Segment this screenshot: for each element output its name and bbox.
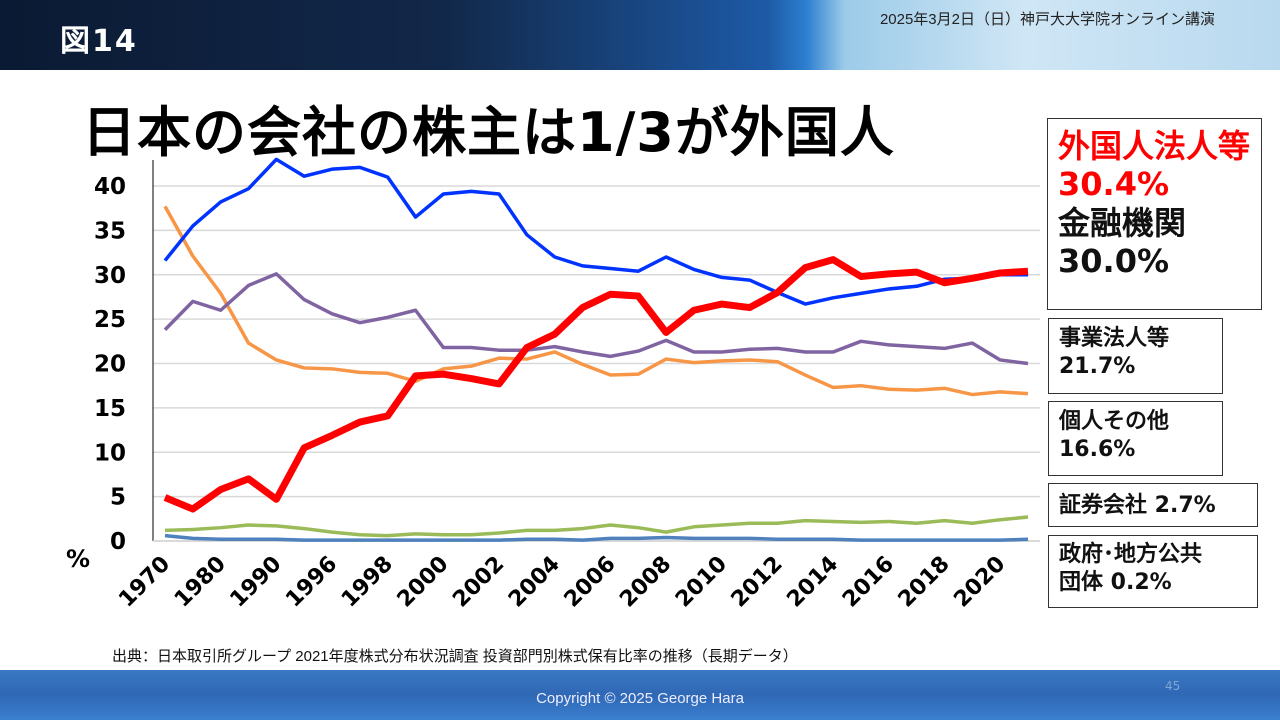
series-line-個人その他 (163, 205, 1029, 397)
event-caption: 2025年3月2日（日）神戸大大学院オンライン講演 (879, 11, 1215, 28)
copyright: Copyright © 2025 George Hara (536, 690, 744, 707)
callout-securities: 証券会社 2.7% (1048, 483, 1258, 527)
y-tick-label: 30 (94, 263, 126, 289)
slide-title: 日本の会社の株主は1/3が外国人 (82, 101, 895, 164)
y-tick-label: 0 (110, 529, 126, 555)
x-tick-label: 2008 (615, 552, 676, 613)
source-note: 出典：日本取引所グループ 2021年度株式分布状況調査 投資部門別株式保有比率の… (112, 648, 798, 665)
callout-business: 事業法人等 21.7% (1048, 318, 1223, 394)
line-chart: 0 5 10 15 20 25 30 35 40 197019801990199619982000… (94, 157, 1040, 613)
business-value: 21.7% (1059, 353, 1136, 379)
y-tick-label: 25 (94, 307, 126, 333)
x-tick-label: 2012 (727, 552, 788, 613)
series-line-事業法人等 (163, 272, 1029, 366)
business-label: 事業法人等 (1059, 326, 1170, 351)
x-tick-label: 1970 (114, 552, 175, 613)
x-tick-label: 1996 (281, 552, 342, 613)
y-axis-unit: % (66, 545, 91, 573)
callout-government: 政府･地方公共 団体 0.2% (1048, 535, 1258, 608)
y-tick-label: 5 (110, 485, 126, 511)
x-tick-label: 2018 (894, 552, 955, 613)
footer-band (0, 670, 1280, 720)
gov-line2: 団体 0.2% (1059, 569, 1172, 595)
x-tick-label: 1980 (170, 552, 231, 613)
x-tick-label: 2000 (393, 552, 454, 613)
financial-label: 金融機関 (1058, 203, 1187, 242)
foreign-label: 外国人法人等 (1058, 127, 1251, 165)
y-tick-label: 15 (94, 396, 126, 422)
series-line-金融機関 (163, 157, 1028, 306)
y-tick-label: 40 (94, 174, 126, 200)
x-tick-label: 1998 (337, 552, 398, 613)
figure-label: 図14 (60, 24, 138, 59)
y-tick-label: 35 (94, 218, 126, 244)
x-tick-label: 2014 (782, 552, 843, 613)
gov-line1: 政府･地方公共 (1059, 542, 1203, 567)
series-line-政府・地方公共団体 (164, 533, 1029, 542)
series-line-証券会社 (164, 515, 1029, 538)
x-tick-label: 2006 (560, 552, 621, 613)
x-tick-label: 2020 (949, 552, 1010, 613)
individual-value: 16.6% (1059, 436, 1136, 462)
x-tick-label: 1990 (226, 552, 287, 613)
x-tick-label: 2016 (838, 552, 899, 613)
page-number: 45 (1165, 679, 1181, 693)
x-tick-label: 2002 (448, 552, 509, 613)
x-tick-label: 2010 (671, 552, 732, 613)
slide-header: 図14 2025年3月2日（日）神戸大大学院オンライン講演 (0, 0, 1280, 70)
individual-label: 個人その他 (1059, 409, 1170, 434)
series-line-外国法人等 (163, 256, 1029, 513)
financial-value: 30.0% (1058, 242, 1170, 281)
y-tick-label: 10 (94, 440, 126, 466)
callout-individual: 個人その他 16.6% (1048, 401, 1223, 476)
y-tick-label: 20 (94, 352, 126, 378)
callout-foreign-financial: 外国人法人等 30.4% 金融機関 30.0% (1047, 118, 1262, 310)
foreign-value: 30.4% (1058, 165, 1170, 204)
x-tick-label: 2004 (504, 552, 565, 613)
